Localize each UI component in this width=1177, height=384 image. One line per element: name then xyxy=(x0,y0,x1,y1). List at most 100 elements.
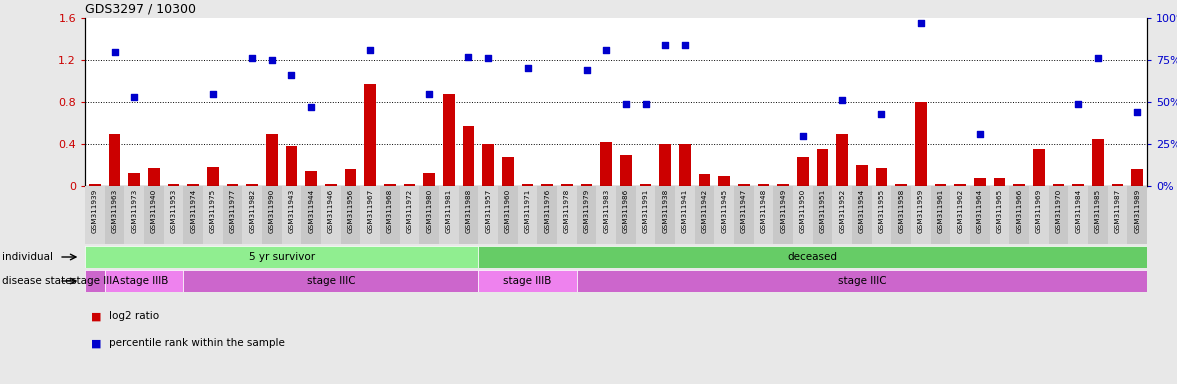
Bar xyxy=(656,186,674,244)
Bar xyxy=(538,186,557,244)
Point xyxy=(911,20,930,26)
Bar xyxy=(105,186,125,244)
Bar xyxy=(521,184,533,186)
Text: GSM311966: GSM311966 xyxy=(1016,189,1022,233)
Bar xyxy=(246,184,258,186)
Bar xyxy=(636,186,656,244)
Point xyxy=(301,104,320,110)
Point xyxy=(1069,101,1088,107)
Point xyxy=(833,97,852,103)
Text: percentile rank within the sample: percentile rank within the sample xyxy=(108,338,285,348)
Point xyxy=(125,94,144,100)
Text: ■: ■ xyxy=(91,311,101,321)
Bar xyxy=(360,186,380,244)
Bar xyxy=(105,270,184,292)
Bar xyxy=(793,186,812,244)
Text: GSM311972: GSM311972 xyxy=(406,189,412,233)
Bar xyxy=(325,184,337,186)
Text: GSM311953: GSM311953 xyxy=(171,189,177,233)
Text: GSM311945: GSM311945 xyxy=(722,189,727,233)
Bar xyxy=(837,134,849,186)
Text: GSM311967: GSM311967 xyxy=(367,189,373,233)
Text: GDS3297 / 10300: GDS3297 / 10300 xyxy=(85,2,197,15)
Bar xyxy=(498,186,518,244)
Bar xyxy=(1013,184,1025,186)
Bar xyxy=(167,184,179,186)
Text: GSM311951: GSM311951 xyxy=(819,189,825,233)
Bar xyxy=(915,102,926,186)
Text: GSM311986: GSM311986 xyxy=(623,189,629,233)
Text: GSM311982: GSM311982 xyxy=(250,189,255,233)
Point xyxy=(577,67,596,73)
Bar xyxy=(242,186,262,244)
Bar xyxy=(501,157,513,186)
Text: deceased: deceased xyxy=(787,252,838,262)
Text: GSM311978: GSM311978 xyxy=(564,189,570,233)
Bar xyxy=(600,142,612,186)
Text: stage IIIB: stage IIIB xyxy=(120,276,168,286)
Bar xyxy=(380,186,400,244)
Bar xyxy=(286,146,298,186)
Bar xyxy=(340,186,360,244)
Bar xyxy=(478,246,1148,268)
Bar xyxy=(207,167,219,186)
Bar xyxy=(301,186,321,244)
Bar xyxy=(459,186,478,244)
Text: GSM311943: GSM311943 xyxy=(288,189,294,233)
Bar xyxy=(144,186,164,244)
Bar xyxy=(738,184,750,186)
Bar xyxy=(718,175,730,186)
Bar xyxy=(404,184,415,186)
Bar xyxy=(950,186,970,244)
Bar xyxy=(891,186,911,244)
Bar xyxy=(1069,186,1088,244)
Text: GSM311957: GSM311957 xyxy=(485,189,491,233)
Point xyxy=(459,53,478,60)
Bar xyxy=(184,186,202,244)
Text: GSM311965: GSM311965 xyxy=(997,189,1003,233)
Bar xyxy=(281,186,301,244)
Bar xyxy=(85,246,478,268)
Bar xyxy=(321,186,340,244)
Bar xyxy=(1108,186,1128,244)
Bar xyxy=(125,186,144,244)
Bar xyxy=(483,144,494,186)
Bar xyxy=(577,186,597,244)
Bar xyxy=(1088,186,1108,244)
Text: GSM311941: GSM311941 xyxy=(681,189,687,233)
Bar xyxy=(852,186,872,244)
Bar xyxy=(1072,184,1084,186)
Bar xyxy=(734,186,753,244)
Bar xyxy=(773,186,793,244)
Text: disease state: disease state xyxy=(2,276,72,286)
Bar xyxy=(597,186,616,244)
Bar xyxy=(872,186,891,244)
Text: GSM311977: GSM311977 xyxy=(230,189,235,233)
Bar xyxy=(164,186,184,244)
Bar xyxy=(620,154,632,186)
Text: GSM311955: GSM311955 xyxy=(878,189,884,233)
Bar xyxy=(518,186,538,244)
Bar xyxy=(89,184,101,186)
Bar xyxy=(896,184,907,186)
Point xyxy=(204,91,222,97)
Text: GSM311950: GSM311950 xyxy=(800,189,806,233)
Bar xyxy=(478,270,577,292)
Point xyxy=(479,55,498,61)
Text: GSM311980: GSM311980 xyxy=(426,189,432,233)
Text: GSM311963: GSM311963 xyxy=(112,189,118,233)
Text: stage IIIC: stage IIIC xyxy=(306,276,355,286)
Bar xyxy=(832,186,852,244)
Bar xyxy=(753,186,773,244)
Point xyxy=(262,57,281,63)
Text: GSM311981: GSM311981 xyxy=(446,189,452,233)
Text: GSM311976: GSM311976 xyxy=(544,189,550,233)
Bar xyxy=(714,186,734,244)
Point xyxy=(872,111,891,117)
Text: GSM311960: GSM311960 xyxy=(505,189,511,233)
Bar xyxy=(993,177,1005,186)
Bar xyxy=(931,186,950,244)
Bar xyxy=(222,186,242,244)
Point xyxy=(242,55,261,61)
Bar xyxy=(85,270,105,292)
